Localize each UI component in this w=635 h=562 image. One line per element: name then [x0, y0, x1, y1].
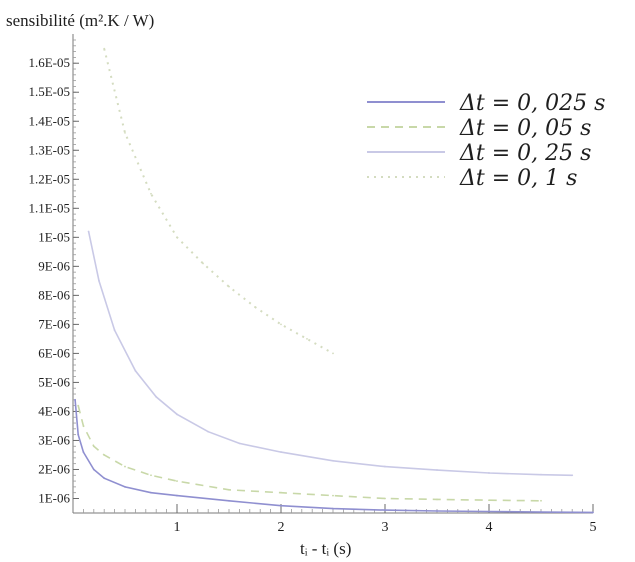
series-1-point: [384, 509, 386, 511]
series-3-point: [155, 396, 158, 398]
y-tick-label: 1E-05: [38, 229, 70, 244]
series-3-point: [280, 451, 282, 453]
y-tick-label: 1.2E-05: [28, 171, 70, 186]
series-line-2: [77, 405, 542, 502]
series-2-point: [384, 497, 386, 500]
series-3-point: [384, 465, 386, 468]
series-1-point: [82, 451, 85, 453]
series-3-point: [98, 279, 100, 282]
series-line-1: [74, 399, 594, 514]
series-2-point: [228, 488, 230, 491]
series-4-point: [176, 236, 178, 239]
y-tick-label: 5E-06: [38, 374, 70, 389]
series-4-point: [150, 192, 152, 195]
x-tick-label: 1: [174, 520, 181, 535]
series-1-point: [77, 433, 80, 436]
series-2-point: [332, 494, 334, 497]
y-tick-label: 1.4E-05: [28, 113, 70, 128]
y-tick-label: 1.3E-05: [28, 142, 70, 157]
series-3-point: [436, 469, 438, 471]
y-tick-label: 6E-06: [38, 345, 70, 360]
legend-label-1: Δt = 0, 025 s: [459, 91, 605, 116]
y-tick-label: 9E-06: [38, 258, 70, 273]
series-4-point: [124, 131, 126, 134]
legend-label-2: Δt = 0, 05 s: [459, 116, 591, 141]
series-2-point: [92, 445, 95, 448]
legend-label-4: Δt = 0, 1 s: [459, 166, 577, 191]
series-3-point: [238, 442, 241, 445]
series-3-point: [332, 459, 334, 462]
x-tick-label: 2: [278, 520, 285, 535]
series-2-point: [280, 491, 282, 494]
series-3-point: [207, 430, 210, 433]
legend-label-3: Δt = 0, 25 s: [459, 141, 591, 166]
series-line-4: [103, 48, 334, 355]
legend: Δt = 0, 025 sΔt = 0, 05 sΔt = 0, 25 sΔt …: [367, 91, 605, 191]
series-2-point: [82, 425, 85, 427]
series-4-point: [228, 285, 230, 288]
series-2-point: [103, 454, 106, 456]
series-1-point: [176, 494, 178, 497]
series-1-point: [228, 499, 230, 502]
y-tick-label: 1.5E-05: [28, 84, 70, 99]
y-tick-label: 2E-06: [38, 461, 70, 476]
y-tick-label: 1E-06: [38, 490, 70, 505]
series-4-point: [306, 337, 308, 340]
series-3-point: [176, 413, 178, 416]
series-2-point: [124, 465, 126, 468]
x-axis: 1 2 3 4 5: [73, 504, 597, 535]
y-tick-label: 8E-06: [38, 287, 70, 302]
series-3-point: [571, 474, 574, 477]
x-axis-label: tᵢ - tᵢ (s): [300, 539, 351, 558]
series-2-point: [436, 498, 438, 501]
series-1-point: [332, 507, 334, 510]
series-4-point: [280, 323, 282, 326]
series-3-point: [540, 473, 542, 476]
series-1-point: [436, 510, 438, 512]
series-4-point: [254, 306, 256, 308]
y-tick-label: 3E-06: [38, 432, 70, 447]
y-tick-label: 1.6E-05: [28, 55, 70, 70]
series-2-point: [176, 480, 178, 482]
series-4-point: [332, 352, 334, 355]
series-1-point: [92, 468, 95, 471]
series-3-point: [113, 329, 116, 332]
series-1-point: [280, 504, 282, 507]
series-2-point: [150, 474, 152, 477]
y-axis-label: sensibilité (m².K / W): [6, 11, 154, 30]
series-4-point: [202, 262, 204, 265]
series-1-point: [488, 510, 490, 513]
y-tick-label: 1.1E-05: [28, 200, 70, 215]
series-3-point: [488, 472, 490, 474]
x-tick-label: 3: [382, 520, 389, 535]
y-axis: 1E-06 2E-06 3E-06 4E-06 5E-06 6E-06 7E-06 8E-06…: [28, 34, 79, 513]
series-2-point: [540, 499, 542, 502]
y-tick-label: 7E-06: [38, 316, 70, 331]
series-2-point: [77, 404, 80, 407]
x-tick-label: 5: [590, 520, 597, 535]
x-tick-label: 4: [486, 520, 493, 535]
series-3-point: [134, 369, 137, 372]
series-1-point: [124, 485, 126, 488]
series-layer: [74, 47, 594, 514]
series-3-point: [87, 230, 90, 233]
y-tick-label: 4E-06: [38, 403, 70, 418]
series-1-point: [592, 511, 594, 514]
series-line-3: [87, 231, 573, 477]
series-1-point: [103, 477, 106, 480]
series-1-point: [150, 491, 152, 494]
series-1-point: [74, 398, 76, 401]
series-1-point: [540, 511, 542, 514]
series-4-point: [103, 47, 106, 50]
series-2-point: [488, 499, 490, 502]
